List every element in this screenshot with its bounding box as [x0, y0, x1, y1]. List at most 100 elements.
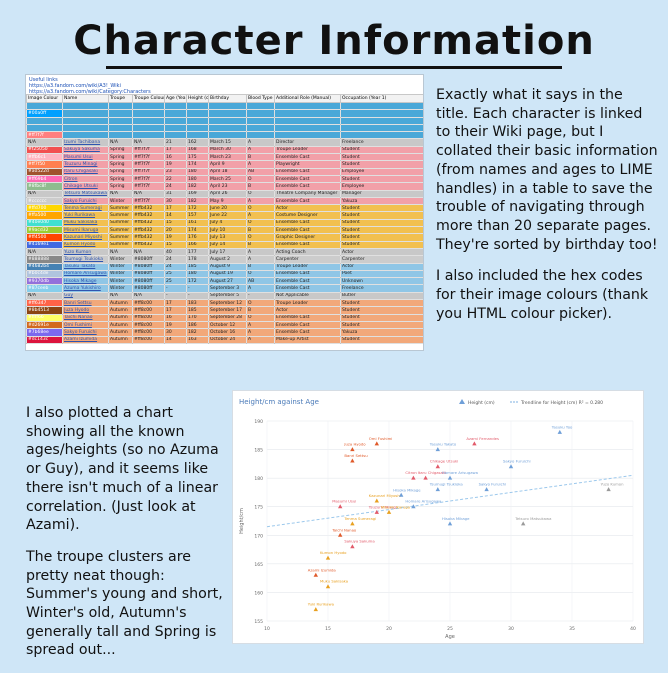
table-cell[interactable]: Tsumugi Tsukioka [62, 255, 109, 264]
table-cell: Unknown [340, 277, 423, 286]
table-cell[interactable]: Masumi Usui [62, 153, 109, 162]
table-cell[interactable]: Sakuya Sakuma [62, 145, 109, 155]
table-cell: July 14 [208, 240, 247, 249]
x-tick-label: 40 [630, 626, 636, 632]
table-row: N/A Yuzo Kumon N/A N/A 40 177 July 17 A Acting C… [26, 247, 423, 257]
table-cell: #8b4513 [26, 306, 63, 315]
table-cell: Winter [108, 255, 133, 264]
table-cell[interactable]: Citron [62, 174, 109, 184]
table-cell[interactable] [62, 116, 109, 125]
table-cell: 182 [186, 196, 209, 206]
table-cell [208, 116, 247, 125]
table-cell[interactable] [62, 123, 109, 133]
table-cell: Student [340, 240, 423, 249]
table-cell[interactable] [62, 131, 109, 140]
data-point-label: Kumon Hyodo [320, 550, 347, 555]
table-cell[interactable]: Azami Izumida [62, 335, 109, 344]
column-header: Occupation (Year 1) [340, 94, 423, 103]
table-cell [274, 116, 341, 125]
data-point [386, 509, 392, 514]
table-cell: B [246, 262, 275, 271]
table-cell[interactable]: Sakyo Furuichi [62, 196, 109, 206]
table-cell: 183 [186, 298, 209, 308]
table-cell: #8080ff [132, 255, 165, 264]
table-cell[interactable]: Kumon Hyodo [62, 240, 109, 249]
table-cell: #8080ff [132, 284, 165, 293]
sheet-link-1[interactable]: https://a3.fandom.com/wiki/A3!_Wiki [29, 83, 121, 89]
y-tick-label: 160 [254, 590, 263, 596]
table-cell: July 13 [208, 233, 247, 242]
data-point-label: Homare Arisugawa [405, 499, 441, 504]
table-cell[interactable]: Tsuzuru Minagi [62, 160, 109, 169]
table-cell[interactable]: Izumi Tachibana [62, 138, 109, 147]
data-point-label: Tsumugi Tsukioka [429, 482, 463, 487]
table-cell: N/A [132, 291, 165, 301]
table-cell: October 16 [208, 328, 247, 337]
table-cell: Student [340, 218, 423, 228]
table-cell: 24 [164, 255, 187, 264]
x-tick-label: 10 [264, 626, 270, 632]
table-cell: Yakuza [340, 196, 423, 206]
table-cell[interactable]: Chikage Utsuki [62, 182, 109, 191]
column-header: Name [62, 94, 109, 103]
table-cell[interactable]: Tenma Sumeragi [62, 204, 109, 213]
table-cell[interactable]: Yuzo Kumon [62, 247, 109, 257]
table-cell: 168 [186, 145, 209, 155]
table-cell[interactable]: Omi Fushimi [62, 320, 109, 330]
table-cell: Student [340, 211, 423, 220]
table-cell[interactable]: Tasuku Takato [62, 262, 109, 271]
table-cell: Student [340, 174, 423, 184]
table-cell[interactable]: Taichi Nanao [62, 313, 109, 322]
table-cell[interactable] [62, 101, 109, 111]
table-cell[interactable]: Homare Arisugawa [62, 269, 109, 279]
table-cell[interactable] [62, 109, 109, 118]
table-cell[interactable]: Yuki Rurikawa [62, 211, 109, 220]
table-cell: #ff7f50 [26, 160, 63, 169]
data-point-label: Kazunari Miyoshi [369, 493, 401, 498]
data-point [325, 555, 331, 560]
table-cell: B [246, 226, 275, 235]
table-cell: #4169e1 [26, 240, 63, 249]
table-cell[interactable]: Sakyo Furuichi [62, 328, 109, 337]
table-cell[interactable]: Azuma Yukishiro [62, 284, 109, 293]
table-cell[interactable]: Itaru Chigasaki [62, 167, 109, 176]
table-cell[interactable]: Kazunari Miyoshi [62, 233, 109, 242]
table-cell: #ffb6c1 [26, 153, 63, 162]
table-cell: 31 [164, 189, 187, 198]
data-point-label: Muku Sakisaka [320, 579, 348, 584]
table-cell: Troupe Leader [274, 298, 341, 308]
table-row [26, 101, 423, 111]
table-row: #ffa500 Yuki Rurikawa Summer #ffb432 14 157 Ju… [26, 211, 423, 220]
table-cell[interactable]: Hisoka Mikage [62, 277, 109, 286]
table-cell: A [246, 145, 275, 155]
table-cell: N/A [108, 138, 133, 147]
table-cell: Carpenter [274, 255, 341, 264]
table-cell: Student [340, 145, 423, 155]
table-cell: #ffb432 [132, 204, 165, 213]
table-cell: - [164, 291, 187, 301]
table-cell: N/A [108, 189, 133, 198]
table-cell: 166 [186, 240, 209, 249]
table-cell: Ensemble Cast [274, 182, 341, 191]
table-cell: 40 [164, 247, 187, 257]
data-point-label: Sakuya Sakuma [344, 539, 374, 544]
table-cell: 19 [164, 320, 187, 330]
table-cell: O [246, 298, 275, 308]
table-cell[interactable]: Misumi Ikaruga [62, 226, 109, 235]
table-cell: September 12 [208, 298, 247, 308]
table-cell[interactable]: Guy [62, 291, 109, 301]
table-cell [164, 116, 187, 125]
table-cell[interactable]: Juza Hyodo [62, 306, 109, 315]
table-body: #00a0ff #ff7f7f N/A Izumi Tachibana N/A N/A 21… [26, 101, 423, 344]
table-cell: Troupe Leader [274, 262, 341, 271]
table-row: N/A Guy N/A N/A - - September 5- Not Applicable… [26, 291, 423, 301]
sheet-link-2[interactable]: https://a3.fandom.com/wiki/Category:Char… [29, 89, 151, 95]
column-header: Blood Type [246, 94, 275, 103]
table-cell[interactable]: Tetsuro Matsukawa [62, 189, 109, 198]
table-cell: O [246, 174, 275, 184]
table-cell[interactable]: Muku Sakisaka [62, 218, 109, 228]
table-cell: 24 [164, 262, 187, 271]
table-cell: Ensemble Cast [274, 174, 341, 184]
table-cell[interactable]: Banri Settsu [62, 298, 109, 308]
x-tick-label: 20 [386, 626, 392, 632]
